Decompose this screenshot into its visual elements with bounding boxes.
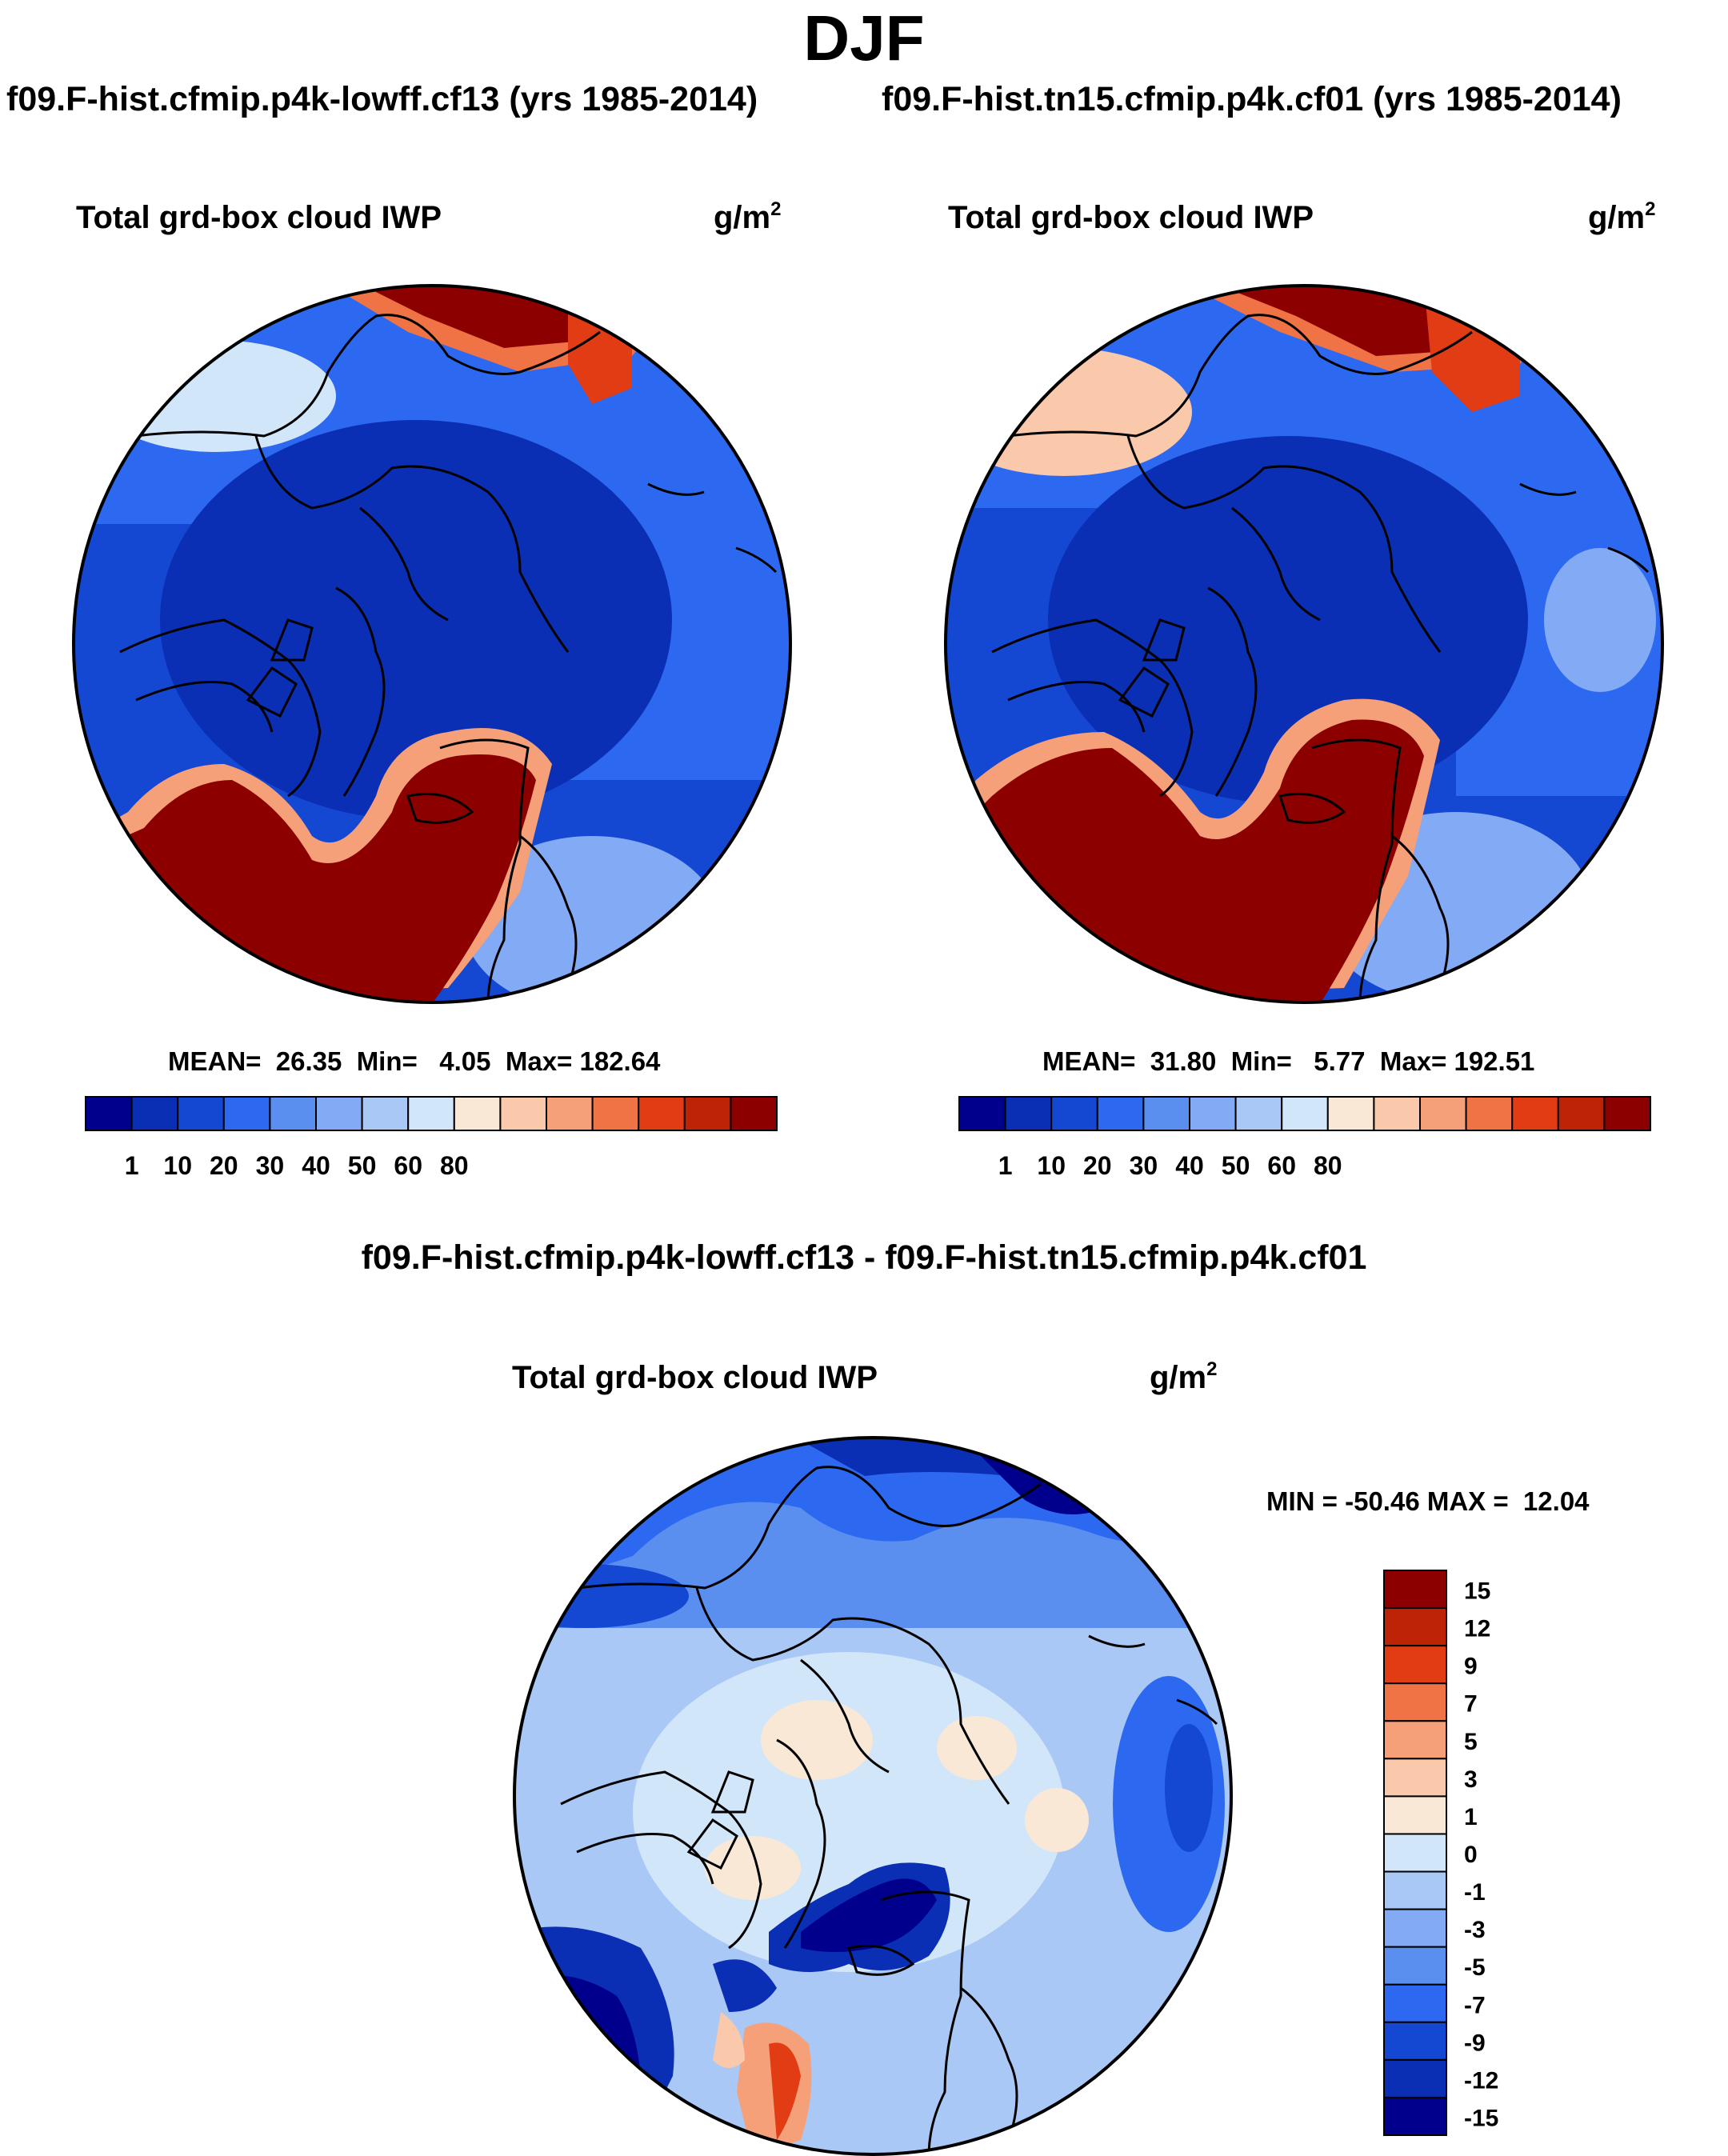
diff-colorbar-box <box>1383 1607 1447 1647</box>
diff-colorbar-tick-label: 1 <box>1464 1804 1478 1830</box>
diff-colorbar-box <box>1383 1795 1447 1835</box>
left-colorbar-tick-label: 30 <box>256 1151 285 1180</box>
diff-colorbar-tick-label: -9 <box>1464 2030 1486 2056</box>
diff-colorbar-box <box>1383 1645 1447 1685</box>
diff-colorbar-box <box>1383 1720 1447 1760</box>
left-colorbar-box <box>453 1096 502 1131</box>
left-colorbar-box <box>222 1096 271 1131</box>
diff-colorbar-tick-label: -7 <box>1464 1992 1486 2018</box>
left-colorbar-tick-label: 40 <box>302 1151 330 1180</box>
right-polar-map <box>944 284 1664 1004</box>
right-colorbar-box <box>1465 1096 1514 1131</box>
diff-colorbar-tick-label: 3 <box>1464 1766 1478 1793</box>
left-colorbar-box <box>499 1096 548 1131</box>
figure-title: DJF <box>803 2 925 74</box>
right-colorbar: 1 10 20 30 40 50 60 80 <box>958 1096 1652 1180</box>
left-colorbar-box <box>85 1096 133 1131</box>
left-colorbar: 1 10 20 30 40 50 60 80 <box>85 1096 778 1180</box>
diff-colorbar-box <box>1383 2058 1447 2098</box>
left-colorbar-tick-label: 60 <box>394 1151 422 1180</box>
right-colorbar-box <box>1373 1096 1422 1131</box>
right-colorbar-box <box>958 1096 1006 1131</box>
right-run-label: f09.F-hist.tn15.cfmip.p4k.cf01 (yrs 1985… <box>882 80 1622 118</box>
left-colorbar-box <box>361 1096 410 1131</box>
diff-units: g/m2 <box>1150 1358 1218 1395</box>
diff-colorbar-tick-label: 9 <box>1464 1654 1478 1680</box>
left-colorbar-tick-label: 80 <box>440 1151 469 1180</box>
right-colorbar-box <box>1511 1096 1559 1131</box>
right-colorbar-tick-label: 80 <box>1314 1151 1342 1180</box>
diff-colorbar-tick-label: 0 <box>1464 1842 1478 1868</box>
right-colorbar-tick-label: 1 <box>998 1151 1013 1180</box>
diff-polar-map <box>513 1436 1233 2156</box>
right-colorbar-box <box>1004 1096 1053 1131</box>
right-units: g/m2 <box>1588 198 1656 235</box>
right-colorbar-box <box>1050 1096 1098 1131</box>
right-colorbar-tick-label: 50 <box>1222 1151 1250 1180</box>
left-colorbar-tick-label: 50 <box>348 1151 377 1180</box>
left-colorbar-box <box>591 1096 640 1131</box>
left-polar-map <box>72 284 792 1004</box>
difference-title: f09.F-hist.cfmip.p4k-lowff.cf13 - f09.F-… <box>361 1238 1367 1277</box>
diff-colorbar-tick-label: -5 <box>1464 1954 1486 1981</box>
diff-colorbar-box <box>1383 1833 1447 1873</box>
diff-colorbar-box <box>1383 1570 1447 1610</box>
left-colorbar-box <box>546 1096 594 1131</box>
diff-colorbar-tick-label: 7 <box>1464 1691 1478 1718</box>
right-colorbar-tick-label: 30 <box>1130 1151 1158 1180</box>
left-colorbar-tick-label: 1 <box>125 1151 139 1180</box>
diff-colorbar-box <box>1383 1682 1447 1722</box>
right-colorbar-box <box>1557 1096 1606 1131</box>
diff-colorbar-tick-label: -12 <box>1464 2067 1498 2094</box>
diff-colorbar-box <box>1383 1946 1447 1986</box>
left-units: g/m2 <box>714 198 782 235</box>
diff-colorbar-tick-label: 15 <box>1464 1578 1490 1605</box>
diff-colorbar-box <box>1383 1983 1447 2023</box>
right-colorbar-box <box>1326 1096 1375 1131</box>
right-plot-title: Total grd-box cloud IWP <box>948 200 1314 235</box>
diff-colorbar-box <box>1383 1908 1447 1948</box>
left-colorbar-box <box>130 1096 179 1131</box>
right-colorbar-tick-label: 20 <box>1083 1151 1112 1180</box>
right-colorbar-box <box>1419 1096 1467 1131</box>
diff-colorbar-tick-label: 5 <box>1464 1729 1478 1755</box>
left-plot-title: Total grd-box cloud IWP <box>76 200 442 235</box>
left-run-label: f09.F-hist.cfmip.p4k-lowff.cf13 (yrs 198… <box>6 80 758 118</box>
left-colorbar-box <box>315 1096 363 1131</box>
diff-stats: MIN = -50.46 MAX = 12.04 <box>1266 1486 1590 1516</box>
left-colorbar-box <box>638 1096 686 1131</box>
left-colorbar-tick-label: 20 <box>210 1151 238 1180</box>
left-colorbar-box <box>407 1096 455 1131</box>
diff-colorbar-box <box>1383 1758 1447 1798</box>
left-colorbar-box <box>269 1096 317 1131</box>
right-colorbar-box <box>1234 1096 1283 1131</box>
left-stats: MEAN= 26.35 Min= 4.05 Max= 182.64 <box>168 1046 661 1076</box>
diff-colorbar-tick-label: -15 <box>1464 2105 1498 2131</box>
diff-colorbar-tick-label: -1 <box>1464 1879 1486 1906</box>
right-colorbar-box <box>1189 1096 1237 1131</box>
right-colorbar-tick-label: 60 <box>1267 1151 1296 1180</box>
right-colorbar-box <box>1281 1096 1329 1131</box>
right-colorbar-box <box>1603 1096 1652 1131</box>
diff-colorbar: 15 12 9 7 5 3 1 0 -1 -3 -5 -7 -9 -12 -15 <box>1383 1570 1498 2137</box>
right-colorbar-tick-label: 10 <box>1037 1151 1066 1180</box>
right-stats: MEAN= 31.80 Min= 5.77 Max= 192.51 <box>1042 1046 1535 1076</box>
diff-colorbar-tick-label: -3 <box>1464 1917 1486 1943</box>
left-colorbar-box <box>730 1096 778 1131</box>
left-colorbar-box <box>177 1096 225 1131</box>
diff-colorbar-box <box>1383 1870 1447 1910</box>
right-colorbar-tick-label: 40 <box>1175 1151 1204 1180</box>
diff-colorbar-box <box>1383 2021 1447 2061</box>
left-colorbar-box <box>683 1096 732 1131</box>
left-colorbar-tick-label: 10 <box>163 1151 192 1180</box>
diff-plot-title: Total grd-box cloud IWP <box>512 1360 878 1395</box>
diff-colorbar-tick-label: 12 <box>1464 1616 1490 1642</box>
diff-colorbar-box <box>1383 2096 1447 2137</box>
right-colorbar-box <box>1142 1096 1190 1131</box>
right-colorbar-box <box>1096 1096 1145 1131</box>
